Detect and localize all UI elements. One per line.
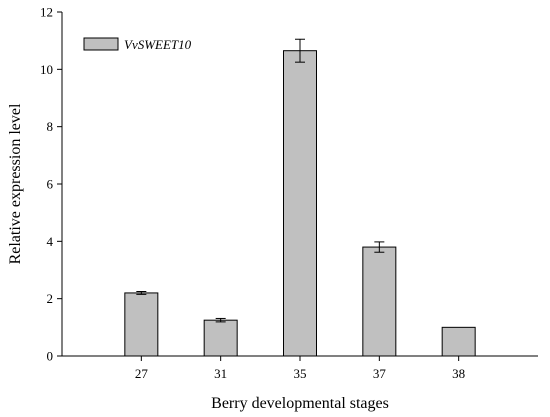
y-tick-label-0: 0	[47, 349, 54, 364]
y-tick-label-8: 8	[47, 119, 54, 134]
y-tick-label-12: 12	[40, 5, 53, 20]
x-tick-label-27: 27	[135, 366, 149, 381]
error-bar-27	[136, 291, 147, 295]
x-tick-label-31: 31	[214, 366, 227, 381]
y-tick-label-2: 2	[47, 291, 54, 306]
plot-area: 0 2 4 6 8 10 12 27 31 35 37 38	[40, 5, 538, 381]
error-bar-35	[295, 38, 305, 63]
x-tick-label-38: 38	[452, 366, 465, 381]
error-bar-37	[374, 241, 385, 253]
y-axis-title: Relative expression level	[7, 103, 24, 264]
y-tick-label-6: 6	[47, 177, 54, 192]
legend-swatch	[83, 37, 119, 51]
y-tick-label-4: 4	[47, 234, 54, 249]
bar-35	[283, 50, 317, 357]
x-ticks-group: 27 31 35 37 38	[135, 356, 465, 381]
x-tick-label-37: 37	[373, 366, 387, 381]
legend-label: VvSWEET10	[124, 37, 192, 52]
bar-37	[362, 246, 397, 357]
bar-31	[203, 319, 238, 357]
x-axis-title: Berry developmental stages	[211, 395, 389, 412]
bar-27	[124, 292, 159, 357]
bar-38	[441, 326, 476, 357]
error-bar-31	[215, 317, 226, 323]
legend: VvSWEET10	[83, 37, 192, 52]
y-ticks-group: 0 2 4 6 8 10 12	[40, 5, 62, 364]
error-bars-group	[136, 38, 385, 323]
y-tick-label-10: 10	[40, 62, 53, 77]
bars-group	[124, 50, 476, 357]
x-tick-label-35: 35	[294, 366, 307, 381]
